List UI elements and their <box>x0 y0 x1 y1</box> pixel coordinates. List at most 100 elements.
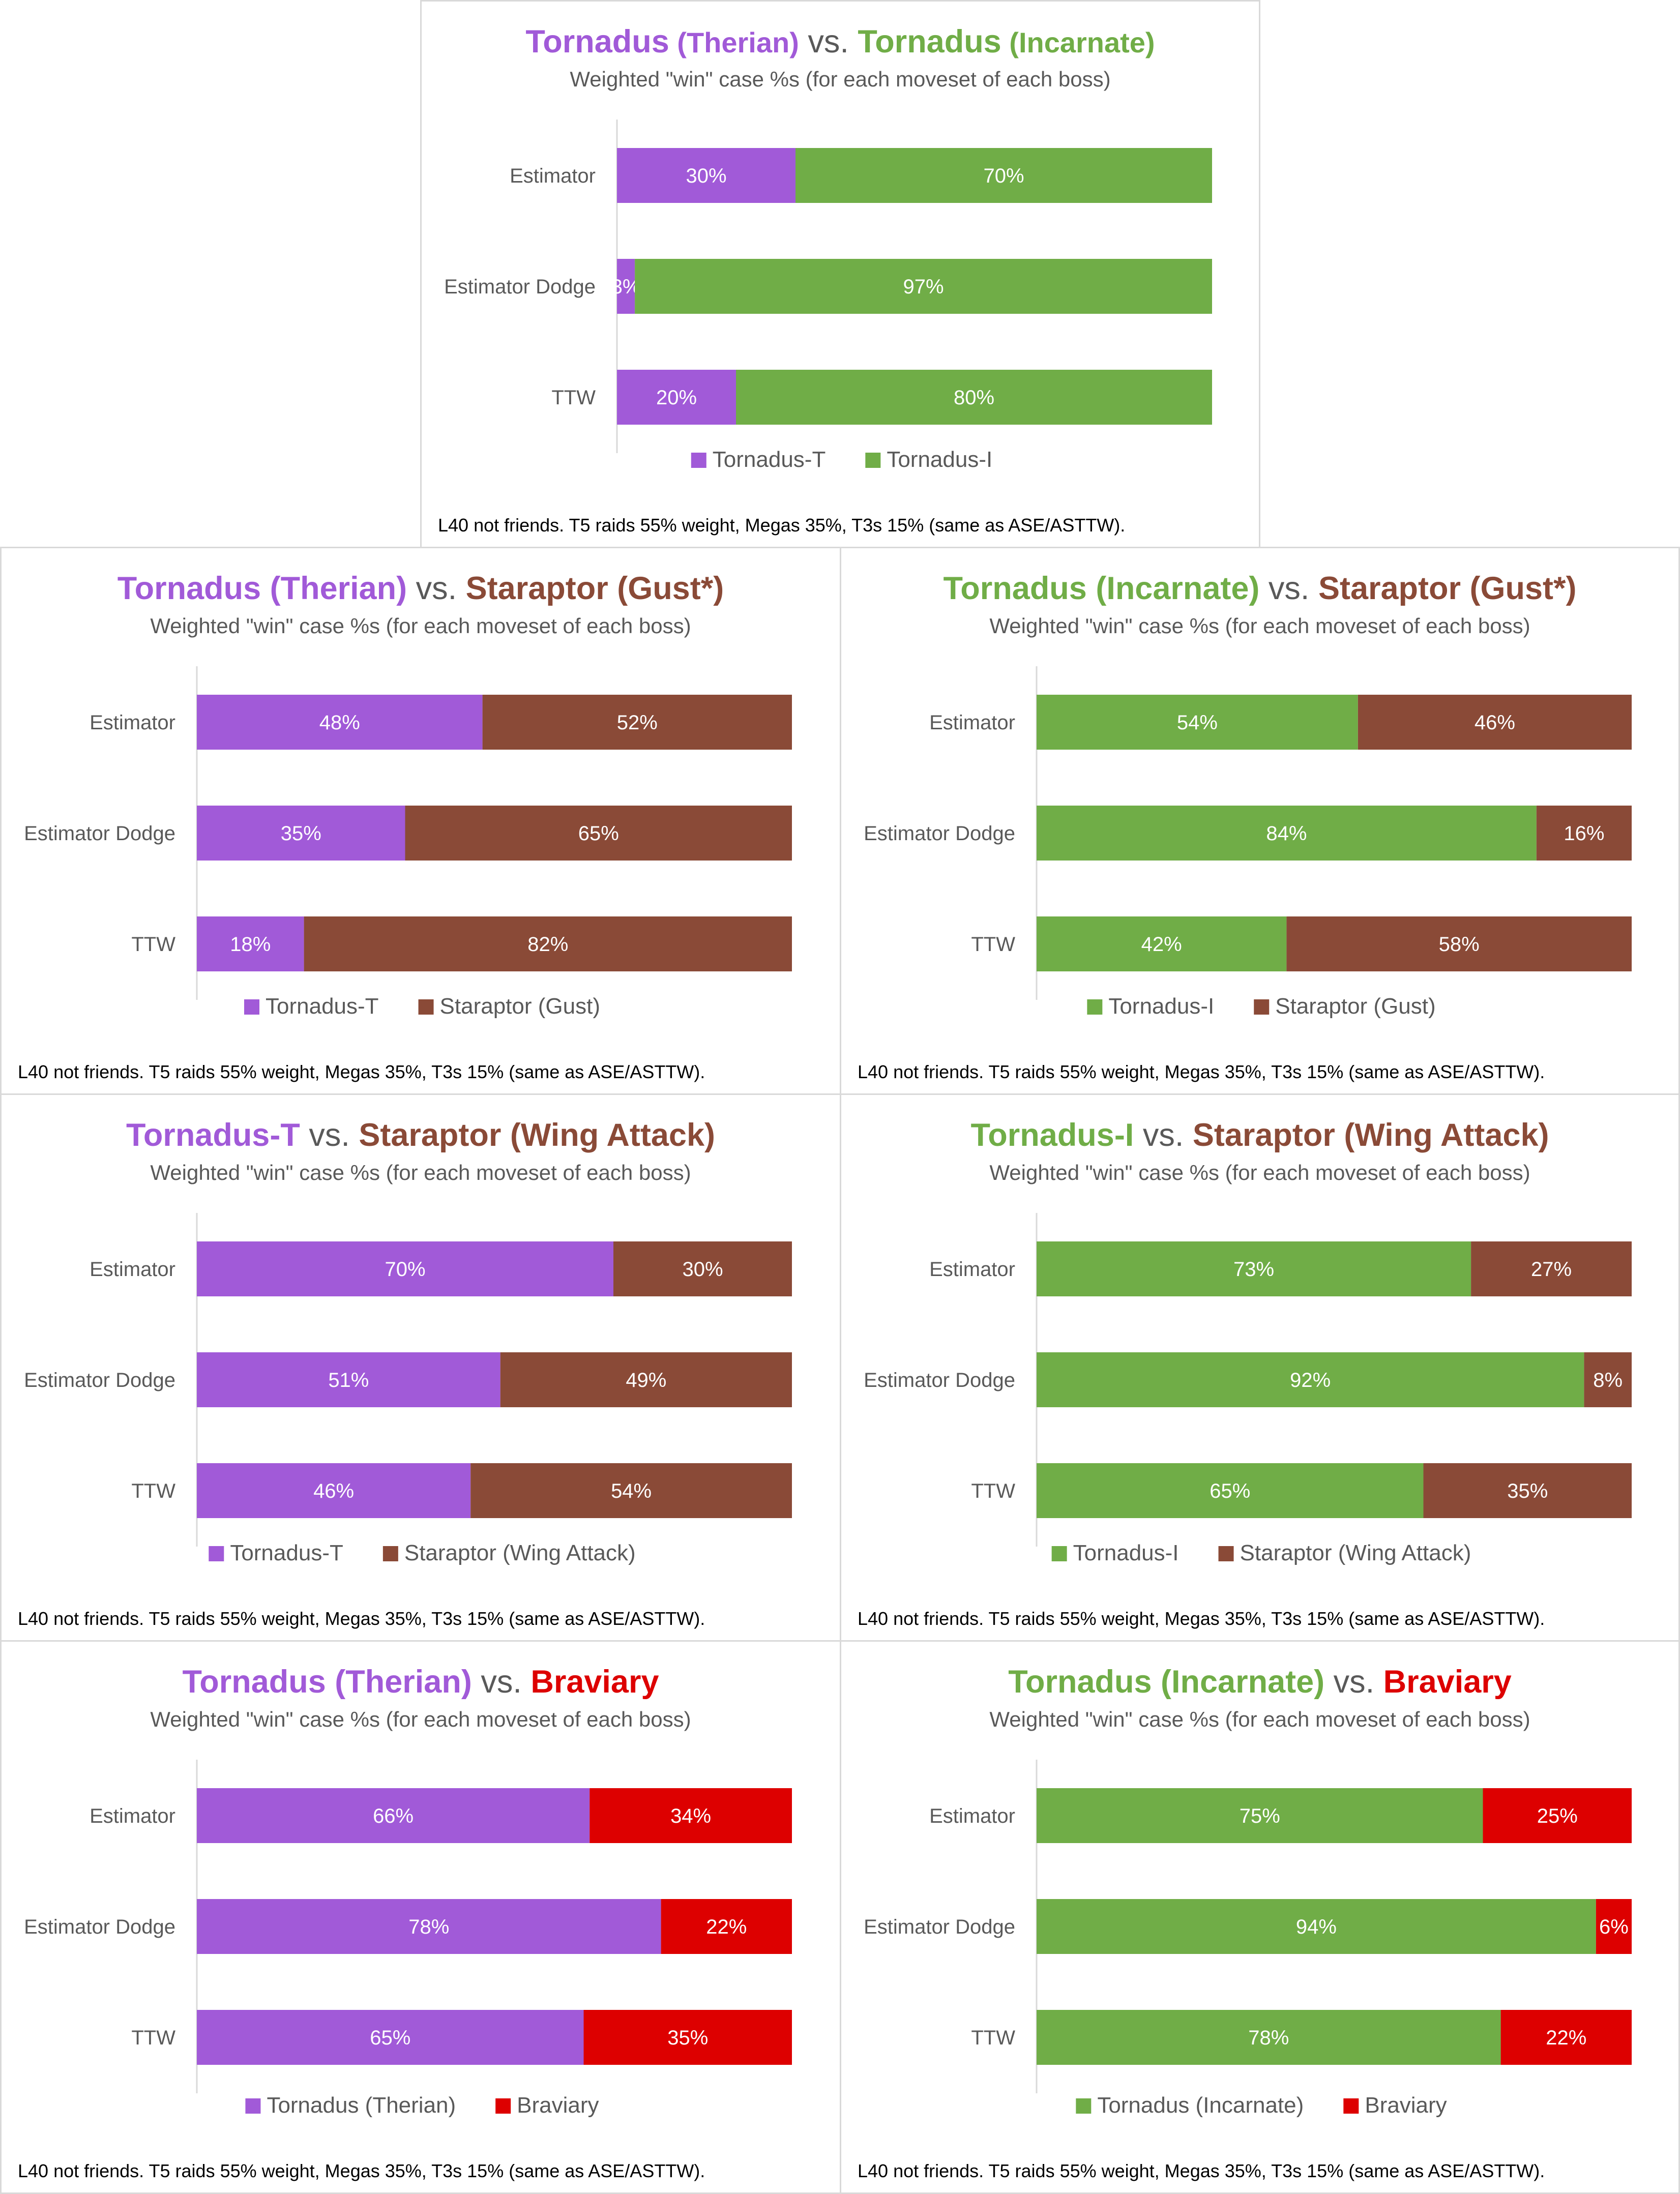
chart-title-part: Staraptor (Wing Attack) <box>359 1117 715 1153</box>
data-label: 84% <box>1266 822 1307 845</box>
bar-segment <box>1500 2010 1632 2065</box>
data-label: 46% <box>1475 711 1515 734</box>
chart-title-part: (Incarnate) <box>1001 26 1155 58</box>
chart-title: Tornadus (Therian) vs. Tornadus (Incarna… <box>422 26 1259 58</box>
legend-swatch <box>1076 2098 1092 2114</box>
data-label: 34% <box>670 1805 711 1827</box>
legend-label: Tornadus-T <box>266 994 379 1019</box>
chart-title-part: vs. <box>1259 571 1318 606</box>
bar-segment <box>617 148 795 203</box>
chart-title-part: Braviary <box>1383 1664 1512 1700</box>
legend-label: Staraptor (Gust) <box>1275 994 1435 1019</box>
category-label: Estimator <box>90 1258 175 1281</box>
legend: Tornadus-T Tornadus-I <box>691 447 992 472</box>
bar-segment <box>470 1463 792 1518</box>
bar-segment <box>1358 695 1632 750</box>
data-label: 35% <box>281 822 321 845</box>
legend-swatch <box>1087 999 1103 1015</box>
data-label: 65% <box>1210 1480 1250 1502</box>
chart-title-part: (Therian) <box>669 26 799 58</box>
bar-segment <box>1584 1352 1632 1407</box>
legend-swatch <box>245 2098 261 2114</box>
chart-title-part: Staraptor (Wing Attack) <box>1192 1117 1549 1153</box>
category-label: TTW <box>971 2027 1015 2049</box>
legend: Tornadus (Incarnate) Braviary <box>1076 2093 1447 2118</box>
chart-title: Tornadus-I vs. Staraptor (Wing Attack) <box>841 1119 1678 1151</box>
bar-segment <box>197 1788 590 1843</box>
category-label: TTW <box>131 2027 175 2049</box>
legend-swatch <box>382 1546 398 1561</box>
bar-segment <box>795 148 1212 203</box>
data-label: 35% <box>1507 1480 1548 1502</box>
legend-label: Staraptor (Wing Attack) <box>404 1540 636 1565</box>
legend: Tornadus-T Staraptor (Wing Attack) <box>209 1540 636 1565</box>
chart-title-part: Staraptor (Gust*) <box>1318 571 1577 606</box>
category-label: Estimator <box>929 711 1015 734</box>
bar-segment <box>1037 695 1358 750</box>
chart-plot: Estimator 54% 46% Estimator Dodge 84% 16% TTW 4… <box>864 666 1632 1019</box>
legend: Tornadus-I Staraptor (Wing Attack) <box>1051 1540 1471 1565</box>
chart-subtitle: Weighted "win" case %s (for each moveset… <box>989 1161 1530 1184</box>
bar-segment <box>405 806 792 861</box>
chart-footnote: L40 not friends. T5 raids 55% weight, Me… <box>858 2160 1545 2181</box>
data-label: 18% <box>230 933 271 956</box>
bar-segment <box>590 1788 792 1843</box>
chart-panel-tornadus-t-vs-staraptor-wing-attack: Tornadus-T vs. Staraptor (Wing Attack) We… <box>0 1093 841 1642</box>
legend-label: Tornadus-I <box>887 447 992 472</box>
chart-footnote: L40 not friends. T5 raids 55% weight, Me… <box>18 1061 705 1082</box>
legend-swatch <box>691 453 706 468</box>
bar-segment <box>1037 1352 1584 1407</box>
data-label: 65% <box>578 822 619 845</box>
category-label: Estimator Dodge <box>24 822 175 845</box>
chart-plot: Estimator 70% 30% Estimator Dodge 51% 49% TTW 4… <box>24 1213 792 1565</box>
bar-segment <box>1483 1788 1632 1843</box>
chart-footnote: L40 not friends. T5 raids 55% weight, Me… <box>18 1608 705 1629</box>
chart-title-part: Braviary <box>530 1664 659 1700</box>
legend-label: Braviary <box>1365 2093 1447 2118</box>
legend-label: Staraptor (Wing Attack) <box>1240 1540 1471 1565</box>
legend-label: Tornadus-T <box>713 447 826 472</box>
chart-panel-tornadus-t-vs-tornadus-i: Tornadus (Therian) vs. Tornadus (Incarna… <box>420 0 1260 548</box>
chart-footnote: L40 not friends. T5 raids 55% weight, Me… <box>858 1061 1545 1082</box>
data-label: 22% <box>706 1916 747 1938</box>
bar-segment <box>1037 1241 1471 1296</box>
chart-title-part: Tornadus <box>858 24 1001 60</box>
chart-title-part: Staraptor (Gust*) <box>465 571 724 606</box>
bar-segment <box>661 1899 792 1954</box>
chart-plot: Estimator 66% 34% Estimator Dodge 78% 22% TTW 6… <box>24 1760 792 2118</box>
data-label: 30% <box>682 1258 723 1281</box>
chart-plot: Estimator 73% 27% Estimator Dodge 92% 8% TTW 65… <box>864 1213 1632 1565</box>
chart-title: Tornadus (Incarnate) vs. Braviary <box>841 1666 1678 1698</box>
bar-segment <box>617 370 736 425</box>
data-label: 58% <box>1439 933 1480 956</box>
category-label: Estimator Dodge <box>864 1369 1015 1391</box>
data-label: 35% <box>667 2027 708 2049</box>
chart-plot: Estimator 30% 70%Estimator Dodge 3% 97%TTW 20… <box>444 120 1212 472</box>
data-label: 27% <box>1531 1258 1572 1281</box>
legend-label: Braviary <box>517 2093 599 2118</box>
legend: Tornadus-T Staraptor (Gust) <box>244 994 600 1019</box>
legend: Tornadus (Therian) Braviary <box>245 2093 599 2118</box>
chart-panel-tornadus-t-vs-braviary: Tornadus (Therian) vs. Braviary Weighted … <box>0 1640 841 2194</box>
chart-title-part: vs. <box>300 1117 359 1153</box>
bar-segment <box>1536 806 1632 861</box>
data-label: 46% <box>313 1480 354 1502</box>
legend-swatch <box>418 999 434 1015</box>
category-label: TTW <box>131 933 175 956</box>
chart-title-part: Tornadus (Incarnate) <box>943 571 1260 606</box>
data-label: 25% <box>1537 1805 1578 1827</box>
data-label: 80% <box>954 387 994 409</box>
data-label: 48% <box>319 711 360 734</box>
legend-swatch <box>1343 2098 1359 2114</box>
legend-swatch <box>495 2098 511 2114</box>
data-label: 75% <box>1240 1805 1280 1827</box>
legend-label: Staraptor (Gust) <box>440 994 600 1019</box>
chart-title: Tornadus (Therian) vs. Braviary <box>2 1666 840 1698</box>
data-label: 16% <box>1564 822 1604 845</box>
category-label: Estimator <box>929 1258 1015 1281</box>
data-label: 54% <box>1177 711 1218 734</box>
data-label: 97% <box>903 276 944 298</box>
chart-panel-tornadus-i-vs-braviary: Tornadus (Incarnate) vs. Braviary Weighte… <box>840 1640 1680 2194</box>
bar-segment <box>197 916 304 971</box>
bar-segment <box>1037 1463 1424 1518</box>
